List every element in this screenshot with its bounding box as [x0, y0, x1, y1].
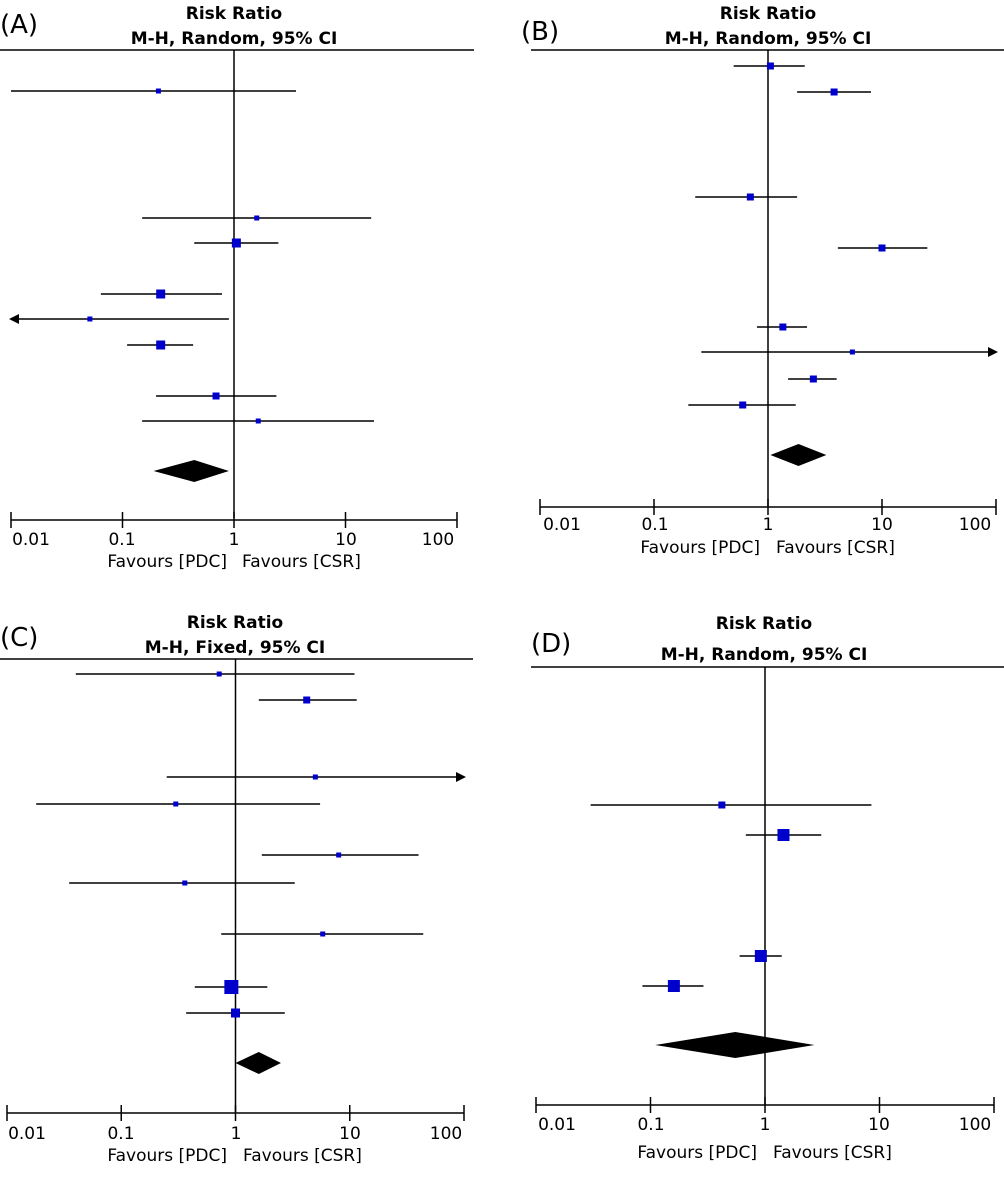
study-point [182, 880, 188, 886]
study-point [254, 215, 260, 221]
panel-d-favours-right: Favours [CSR] [773, 1143, 892, 1163]
panel-b-label: (B) [521, 17, 559, 47]
study-point [212, 392, 220, 400]
panel-b-favours-left: Favours [PDC] [640, 538, 760, 558]
panel-d: (D) Risk Ratio M-H, Random, 95% CI 0.01 … [531, 614, 1004, 1163]
study-point [766, 62, 774, 70]
panel-c-tick-label: 1 [231, 1124, 242, 1144]
panel-b-favours-right: Favours [CSR] [776, 538, 895, 558]
panel-a-ticklabels: 0.01 0.1 1 10 100 [12, 530, 454, 550]
panel-b-tick-label: 100 [959, 515, 991, 535]
panel-a-tick-label: 10 [335, 530, 357, 550]
panel-d-marks [531, 666, 1004, 1113]
panel-a-label: (A) [0, 10, 38, 40]
study-point [739, 401, 747, 409]
study-point [312, 774, 318, 780]
panel-b-subtitle: M-H, Random, 95% CI [665, 29, 872, 49]
panel-d-tick-label: 1 [760, 1115, 771, 1135]
study-point [255, 418, 261, 424]
panel-a: (A) Risk Ratio M-H, Random, 95% CI 0.01 … [0, 4, 474, 572]
panel-c-tick-label: 100 [430, 1124, 462, 1144]
ci-arrow-left [9, 314, 19, 324]
study-point [320, 931, 326, 937]
study-point [87, 316, 93, 322]
panel-a-tick-label: 100 [422, 530, 454, 550]
study-point [777, 829, 790, 841]
panel-c-favours-left: Favours [PDC] [107, 1146, 227, 1166]
panel-b-title: Risk Ratio [720, 4, 816, 24]
panel-d-favours-left: Favours [PDC] [637, 1143, 757, 1163]
panel-d-tick-label: 0.1 [637, 1115, 664, 1135]
panel-d-tick-label: 100 [959, 1115, 991, 1135]
ci-arrow-right [456, 772, 466, 782]
panel-c-label: (C) [0, 623, 38, 653]
panel-a-favours-right: Favours [CSR] [242, 552, 361, 572]
pooled-estimate-diamond [770, 444, 827, 466]
panel-d-label: (D) [531, 629, 571, 659]
study-point [303, 696, 311, 704]
panel-a-title: Risk Ratio [186, 4, 282, 24]
panel-c-tick-label: 10 [339, 1124, 361, 1144]
panel-c-ticklabels: 0.01 0.1 1 10 100 [8, 1124, 462, 1144]
study-point [718, 801, 726, 809]
panel-b-tick-label: 1 [763, 515, 774, 535]
panel-c-marks [0, 658, 473, 1121]
study-point [830, 88, 838, 96]
panel-d-ticklabels: 0.01 0.1 1 10 100 [538, 1115, 991, 1135]
study-point [173, 801, 179, 807]
pooled-estimate-diamond [153, 460, 229, 482]
panel-c-title: Risk Ratio [187, 613, 283, 633]
study-point [754, 950, 767, 962]
study-point [878, 244, 886, 252]
panel-d-subtitle: M-H, Random, 95% CI [661, 645, 868, 665]
study-point [231, 1008, 240, 1018]
panel-c-tick-label: 0.1 [107, 1124, 134, 1144]
study-point [809, 375, 817, 383]
pooled-estimate-diamond [655, 1032, 815, 1058]
panel-a-tick-label: 0.1 [108, 530, 135, 550]
panel-a-tick-label: 0.01 [12, 530, 50, 550]
panel-d-title: Risk Ratio [716, 614, 812, 634]
study-point [336, 852, 342, 858]
study-point [156, 289, 166, 299]
panel-c: (C) Risk Ratio M-H, Fixed, 95% CI 0.01 0… [0, 613, 473, 1166]
ci-arrow-right [988, 347, 998, 357]
panel-d-tick-label: 0.01 [538, 1115, 576, 1135]
panel-b-tick-label: 10 [871, 515, 893, 535]
panel-b-tick-label: 0.01 [543, 515, 581, 535]
panel-d-tick-label: 10 [868, 1115, 890, 1135]
panel-b: (B) Risk Ratio M-H, Random, 95% CI 0.01 … [521, 4, 1004, 558]
panel-c-favours-right: Favours [CSR] [243, 1146, 362, 1166]
panel-c-subtitle: M-H, Fixed, 95% CI [145, 638, 325, 658]
panel-a-tick-label: 1 [229, 530, 240, 550]
study-point [746, 193, 754, 201]
study-point [779, 323, 787, 331]
panel-b-marks [531, 49, 1004, 515]
panel-a-favours-left: Favours [PDC] [107, 552, 227, 572]
study-point [231, 238, 241, 248]
study-point [224, 980, 239, 994]
study-point [667, 980, 680, 992]
pooled-estimate-diamond [235, 1052, 281, 1074]
study-point [156, 340, 166, 350]
panel-b-ticklabels: 0.01 0.1 1 10 100 [543, 515, 991, 535]
panel-a-subtitle: M-H, Random, 95% CI [131, 29, 338, 49]
panel-b-tick-label: 0.1 [641, 515, 668, 535]
panel-c-tick-label: 0.01 [8, 1124, 46, 1144]
panel-a-marks [0, 49, 474, 528]
study-point [849, 349, 855, 355]
study-point [155, 88, 161, 94]
study-point [216, 671, 222, 677]
